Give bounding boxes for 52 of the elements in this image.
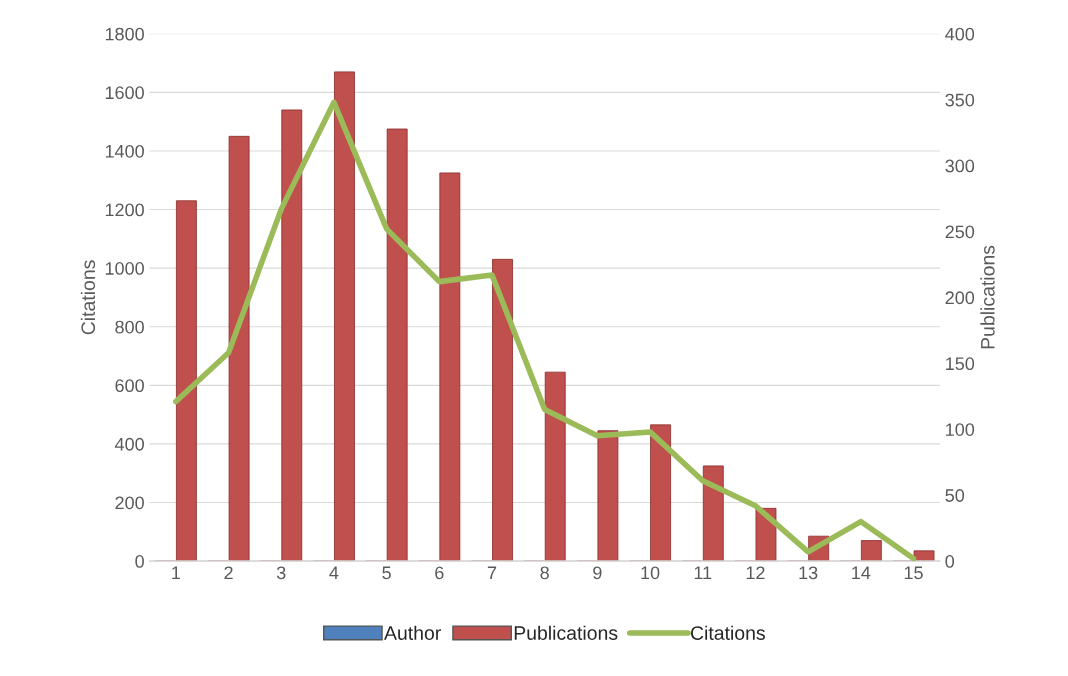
bar <box>334 71 355 562</box>
y2-tick-label: 100 <box>946 423 975 436</box>
x-tick-label: 11 <box>694 566 712 580</box>
y2-tick-label: 50 <box>945 489 965 502</box>
bar <box>597 430 619 562</box>
y-tick-label: 600 <box>115 379 144 393</box>
y-tick-label: 800 <box>115 320 144 334</box>
y2-tick-label: 350 <box>945 93 975 107</box>
y-tick-label: 1600 <box>105 86 144 100</box>
bar <box>860 540 882 562</box>
x-tick-label: 3 <box>276 566 286 580</box>
y2-tick-label: 200 <box>945 291 975 305</box>
x-tick-label: 7 <box>487 566 497 580</box>
x-tick-label: 12 <box>746 566 765 580</box>
x-tick-label: 1 <box>172 566 180 580</box>
y-tick-label: 1200 <box>105 203 144 217</box>
x-tick-label: 9 <box>593 566 602 580</box>
x-tick-label: 6 <box>435 566 444 580</box>
bar <box>702 465 724 562</box>
legend-label: Author <box>384 625 441 640</box>
bar <box>386 128 408 562</box>
bar <box>439 172 461 562</box>
y-tick-label: 1800 <box>105 27 144 41</box>
y2-tick-label: 0 <box>945 555 955 568</box>
y-tick-label: 200 <box>115 496 144 510</box>
bar <box>492 258 513 562</box>
y2-tick-label: 300 <box>945 159 975 173</box>
x-tick-label: 8 <box>540 566 549 580</box>
x-tick-label: 15 <box>904 566 923 580</box>
bar <box>175 200 197 562</box>
y2-tick-label: 250 <box>945 225 975 239</box>
x-tick-label: 14 <box>852 566 871 580</box>
y2-tick-label: 150 <box>946 357 975 371</box>
x-tick-label: 4 <box>329 566 339 580</box>
bar <box>281 109 303 562</box>
legend-label: Publications <box>514 625 618 640</box>
y-tick-label: 400 <box>114 437 144 451</box>
y2-axis-title: Publications <box>980 245 995 349</box>
bar <box>228 135 250 562</box>
x-tick-label: 5 <box>382 566 391 580</box>
bar <box>913 550 935 562</box>
x-tick-label: 13 <box>799 566 818 580</box>
y-tick-label: 1000 <box>105 262 144 275</box>
x-tick-label: 2 <box>224 566 233 580</box>
y-axis-title: Citations <box>80 260 96 335</box>
y-tick-label: 0 <box>135 555 144 568</box>
x-tick-label: 10 <box>641 566 660 580</box>
bar <box>650 424 672 562</box>
legend-label: Citations <box>690 625 765 640</box>
bar <box>544 371 566 562</box>
y2-tick-label: 400 <box>945 27 975 41</box>
y-tick-label: 1400 <box>105 144 144 158</box>
